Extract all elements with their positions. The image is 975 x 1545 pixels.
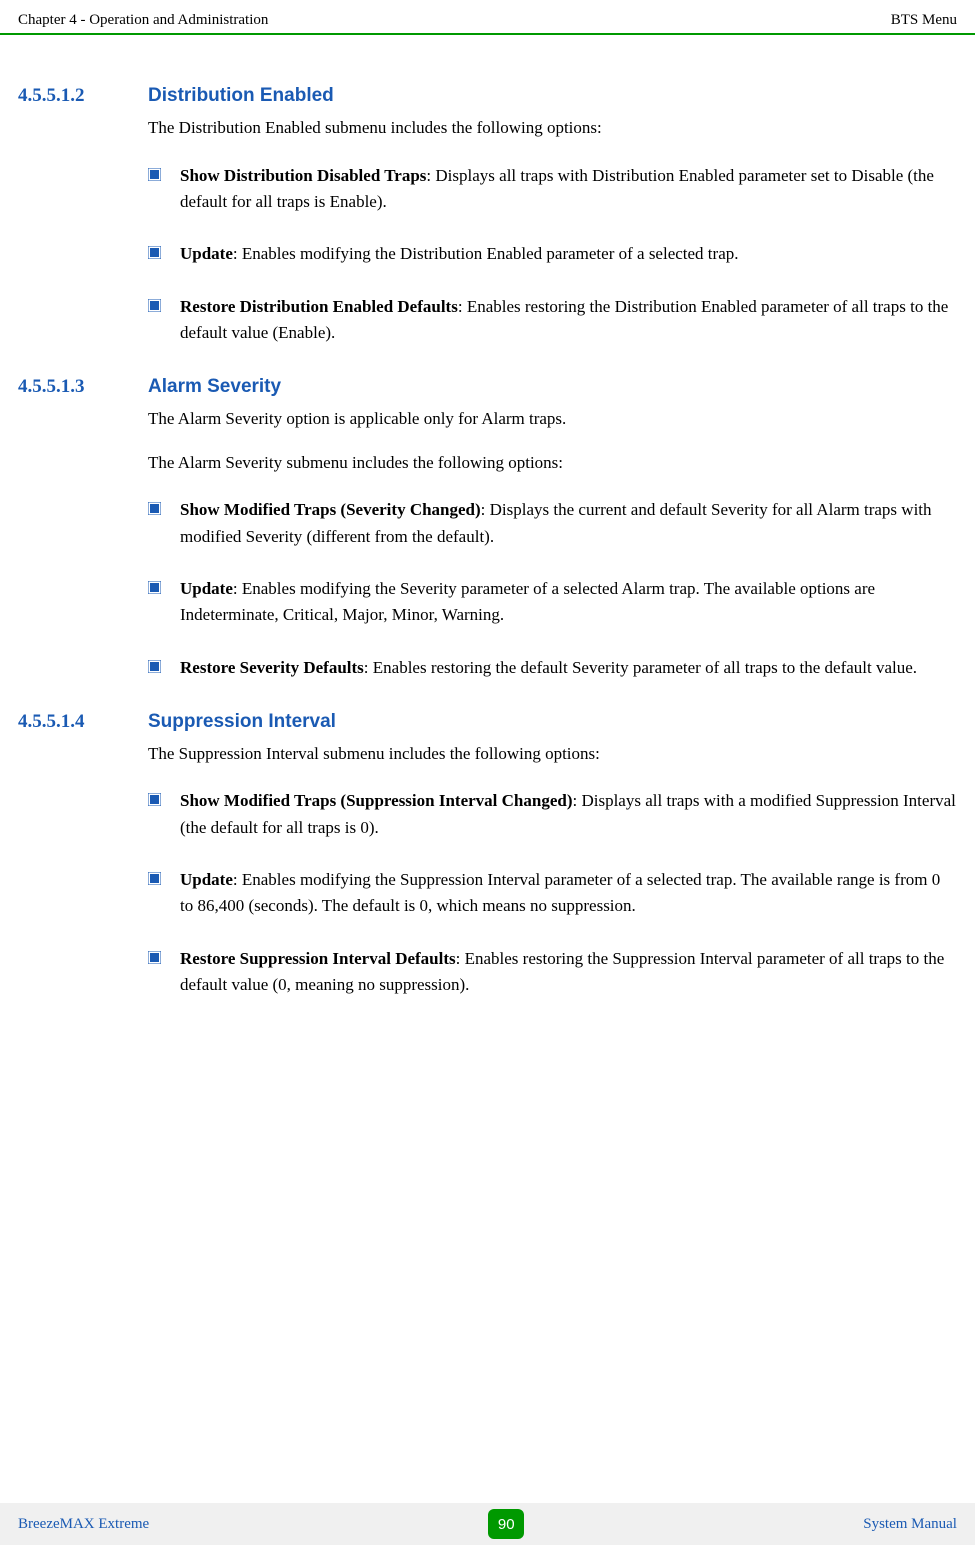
list-item-label: Restore Distribution Enabled Defaults [180, 297, 458, 316]
list-item-description: : Enables restoring the default Severity… [364, 658, 917, 677]
section-heading: 4.5.5.1.3Alarm Severity [18, 376, 957, 398]
footer-right: System Manual [863, 1516, 957, 1533]
list-item-description: : Enables modifying the Severity paramet… [180, 579, 875, 624]
square-bullet-icon [148, 163, 180, 216]
list-item-label: Show Modified Traps (Suppression Interva… [180, 791, 573, 810]
list-item: Restore Distribution Enabled Defaults: E… [148, 294, 957, 347]
list-item: Update: Enables modifying the Distributi… [148, 241, 957, 267]
square-bullet-icon [148, 241, 180, 267]
section-heading: 4.5.5.1.4Suppression Interval [18, 711, 957, 733]
list-item: Update: Enables modifying the Suppressio… [148, 867, 957, 920]
section-intro: The Alarm Severity option is applicable … [148, 406, 957, 432]
section-title: Alarm Severity [148, 376, 281, 398]
list-item-text: Show Modified Traps (Suppression Interva… [180, 788, 957, 841]
list-item: Show Modified Traps (Severity Changed): … [148, 497, 957, 550]
section-intro: The Suppression Interval submenu include… [148, 741, 957, 767]
section-heading: 4.5.5.1.2Distribution Enabled [18, 85, 957, 107]
section-number: 4.5.5.1.4 [18, 711, 148, 733]
bullet-list: Show Modified Traps (Suppression Interva… [148, 788, 957, 998]
list-item-label: Restore Severity Defaults [180, 658, 364, 677]
list-item-label: Show Distribution Disabled Traps [180, 166, 426, 185]
list-item-text: Restore Suppression Interval Defaults: E… [180, 946, 957, 999]
list-item-description: : Enables modifying the Suppression Inte… [180, 870, 940, 915]
list-item-label: Update [180, 244, 233, 263]
list-item: Restore Suppression Interval Defaults: E… [148, 946, 957, 999]
list-item: Show Distribution Disabled Traps: Displa… [148, 163, 957, 216]
list-item-text: Restore Severity Defaults: Enables resto… [180, 655, 957, 681]
page-footer: BreezeMAX Extreme 90 System Manual [0, 1503, 975, 1545]
list-item-text: Update: Enables modifying the Distributi… [180, 241, 957, 267]
list-item-text: Update: Enables modifying the Severity p… [180, 576, 957, 629]
square-bullet-icon [148, 497, 180, 550]
page-number-badge: 90 [488, 1509, 524, 1539]
page-content: 4.5.5.1.2Distribution Enabled The Distrib… [0, 35, 975, 999]
list-item-description: : Enables modifying the Distribution Ena… [233, 244, 739, 263]
section-number: 4.5.5.1.3 [18, 376, 148, 398]
list-item-label: Show Modified Traps (Severity Changed) [180, 500, 481, 519]
square-bullet-icon [148, 788, 180, 841]
footer-left: BreezeMAX Extreme [18, 1516, 149, 1533]
square-bullet-icon [148, 294, 180, 347]
bullet-list: Show Distribution Disabled Traps: Displa… [148, 163, 957, 347]
section-intro: The Distribution Enabled submenu include… [148, 115, 957, 141]
list-item-text: Update: Enables modifying the Suppressio… [180, 867, 957, 920]
list-item-text: Show Modified Traps (Severity Changed): … [180, 497, 957, 550]
square-bullet-icon [148, 655, 180, 681]
section: 4.5.5.1.3Alarm Severity The Alarm Severit… [18, 376, 957, 681]
list-item: Show Modified Traps (Suppression Interva… [148, 788, 957, 841]
list-item-text: Show Distribution Disabled Traps: Displa… [180, 163, 957, 216]
list-item-label: Update [180, 579, 233, 598]
list-item: Update: Enables modifying the Severity p… [148, 576, 957, 629]
header-left: Chapter 4 - Operation and Administration [18, 12, 268, 29]
section-intro: The Alarm Severity submenu includes the … [148, 450, 957, 476]
square-bullet-icon [148, 867, 180, 920]
square-bullet-icon [148, 576, 180, 629]
section: 4.5.5.1.2Distribution Enabled The Distrib… [18, 85, 957, 346]
list-item-text: Restore Distribution Enabled Defaults: E… [180, 294, 957, 347]
list-item-label: Update [180, 870, 233, 889]
page-header: Chapter 4 - Operation and Administration… [0, 0, 975, 35]
header-right: BTS Menu [891, 12, 957, 29]
bullet-list: Show Modified Traps (Severity Changed) : … [148, 497, 957, 681]
section: 4.5.5.1.4Suppression Interval The Suppres… [18, 711, 957, 999]
square-bullet-icon [148, 946, 180, 999]
list-item-label: Restore Suppression Interval Defaults [180, 949, 456, 968]
section-number: 4.5.5.1.2 [18, 85, 148, 107]
section-title: Distribution Enabled [148, 85, 334, 107]
list-item: Restore Severity Defaults: Enables resto… [148, 655, 957, 681]
section-title: Suppression Interval [148, 711, 336, 733]
